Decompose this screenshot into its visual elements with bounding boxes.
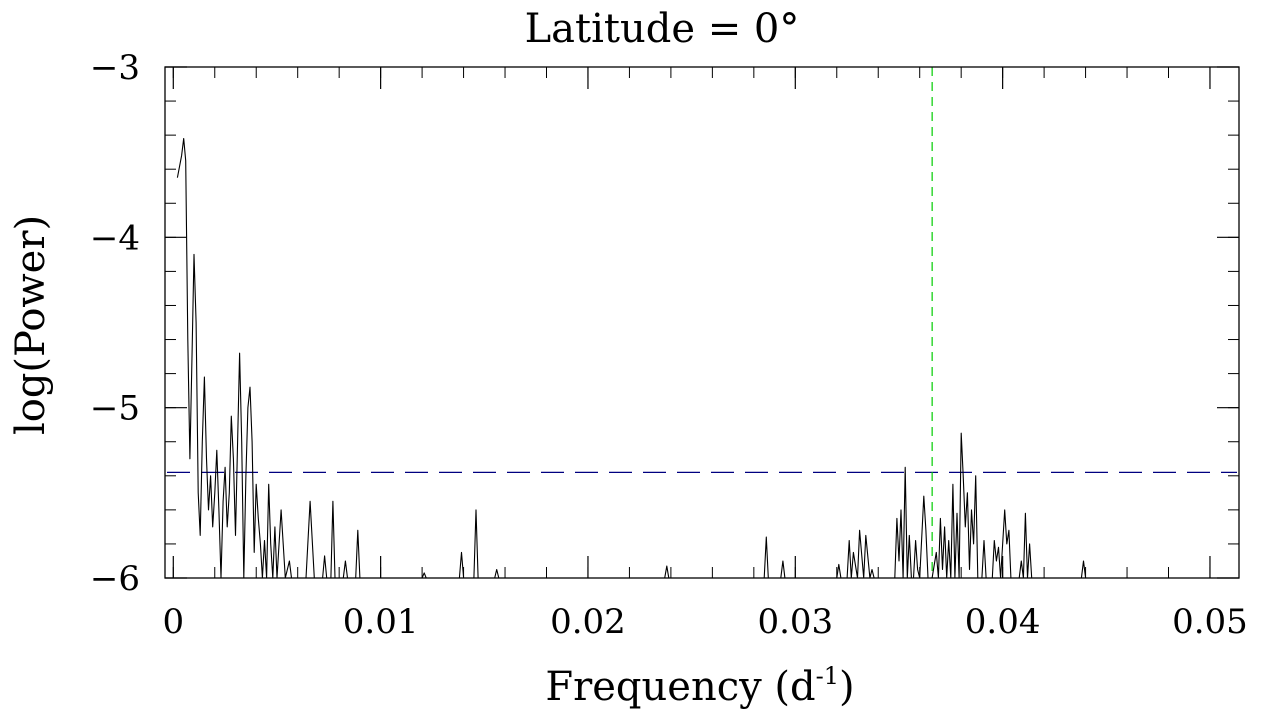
minor-ticks: [165, 66, 1239, 579]
y-tick-labels: −3 −4 −5 −6: [90, 48, 140, 599]
major-ticks: [165, 66, 1239, 579]
x-tick-label: 0.05: [1172, 602, 1248, 642]
x-tick-label: 0.04: [965, 602, 1041, 642]
plot-frame: [164, 66, 1240, 579]
x-tick-label: 0.03: [757, 602, 833, 642]
x-tick-label: 0: [162, 602, 184, 642]
y-tick-label: −4: [90, 218, 140, 258]
y-tick-label: −5: [90, 389, 140, 429]
y-axis-label: log(Power): [8, 215, 54, 435]
chart-title: Latitude = 0°: [525, 6, 800, 52]
x-tick-label: 0.02: [550, 602, 626, 642]
x-tick-label: 0.01: [343, 602, 419, 642]
x-axis-label: Frequency (d-1): [545, 662, 854, 710]
x-tick-labels: 0 0.01 0.02 0.03 0.04 0.05: [162, 602, 1247, 642]
series-line: [176, 137, 1087, 579]
y-tick-label: −6: [90, 559, 140, 599]
y-tick-label: −3: [90, 48, 140, 88]
